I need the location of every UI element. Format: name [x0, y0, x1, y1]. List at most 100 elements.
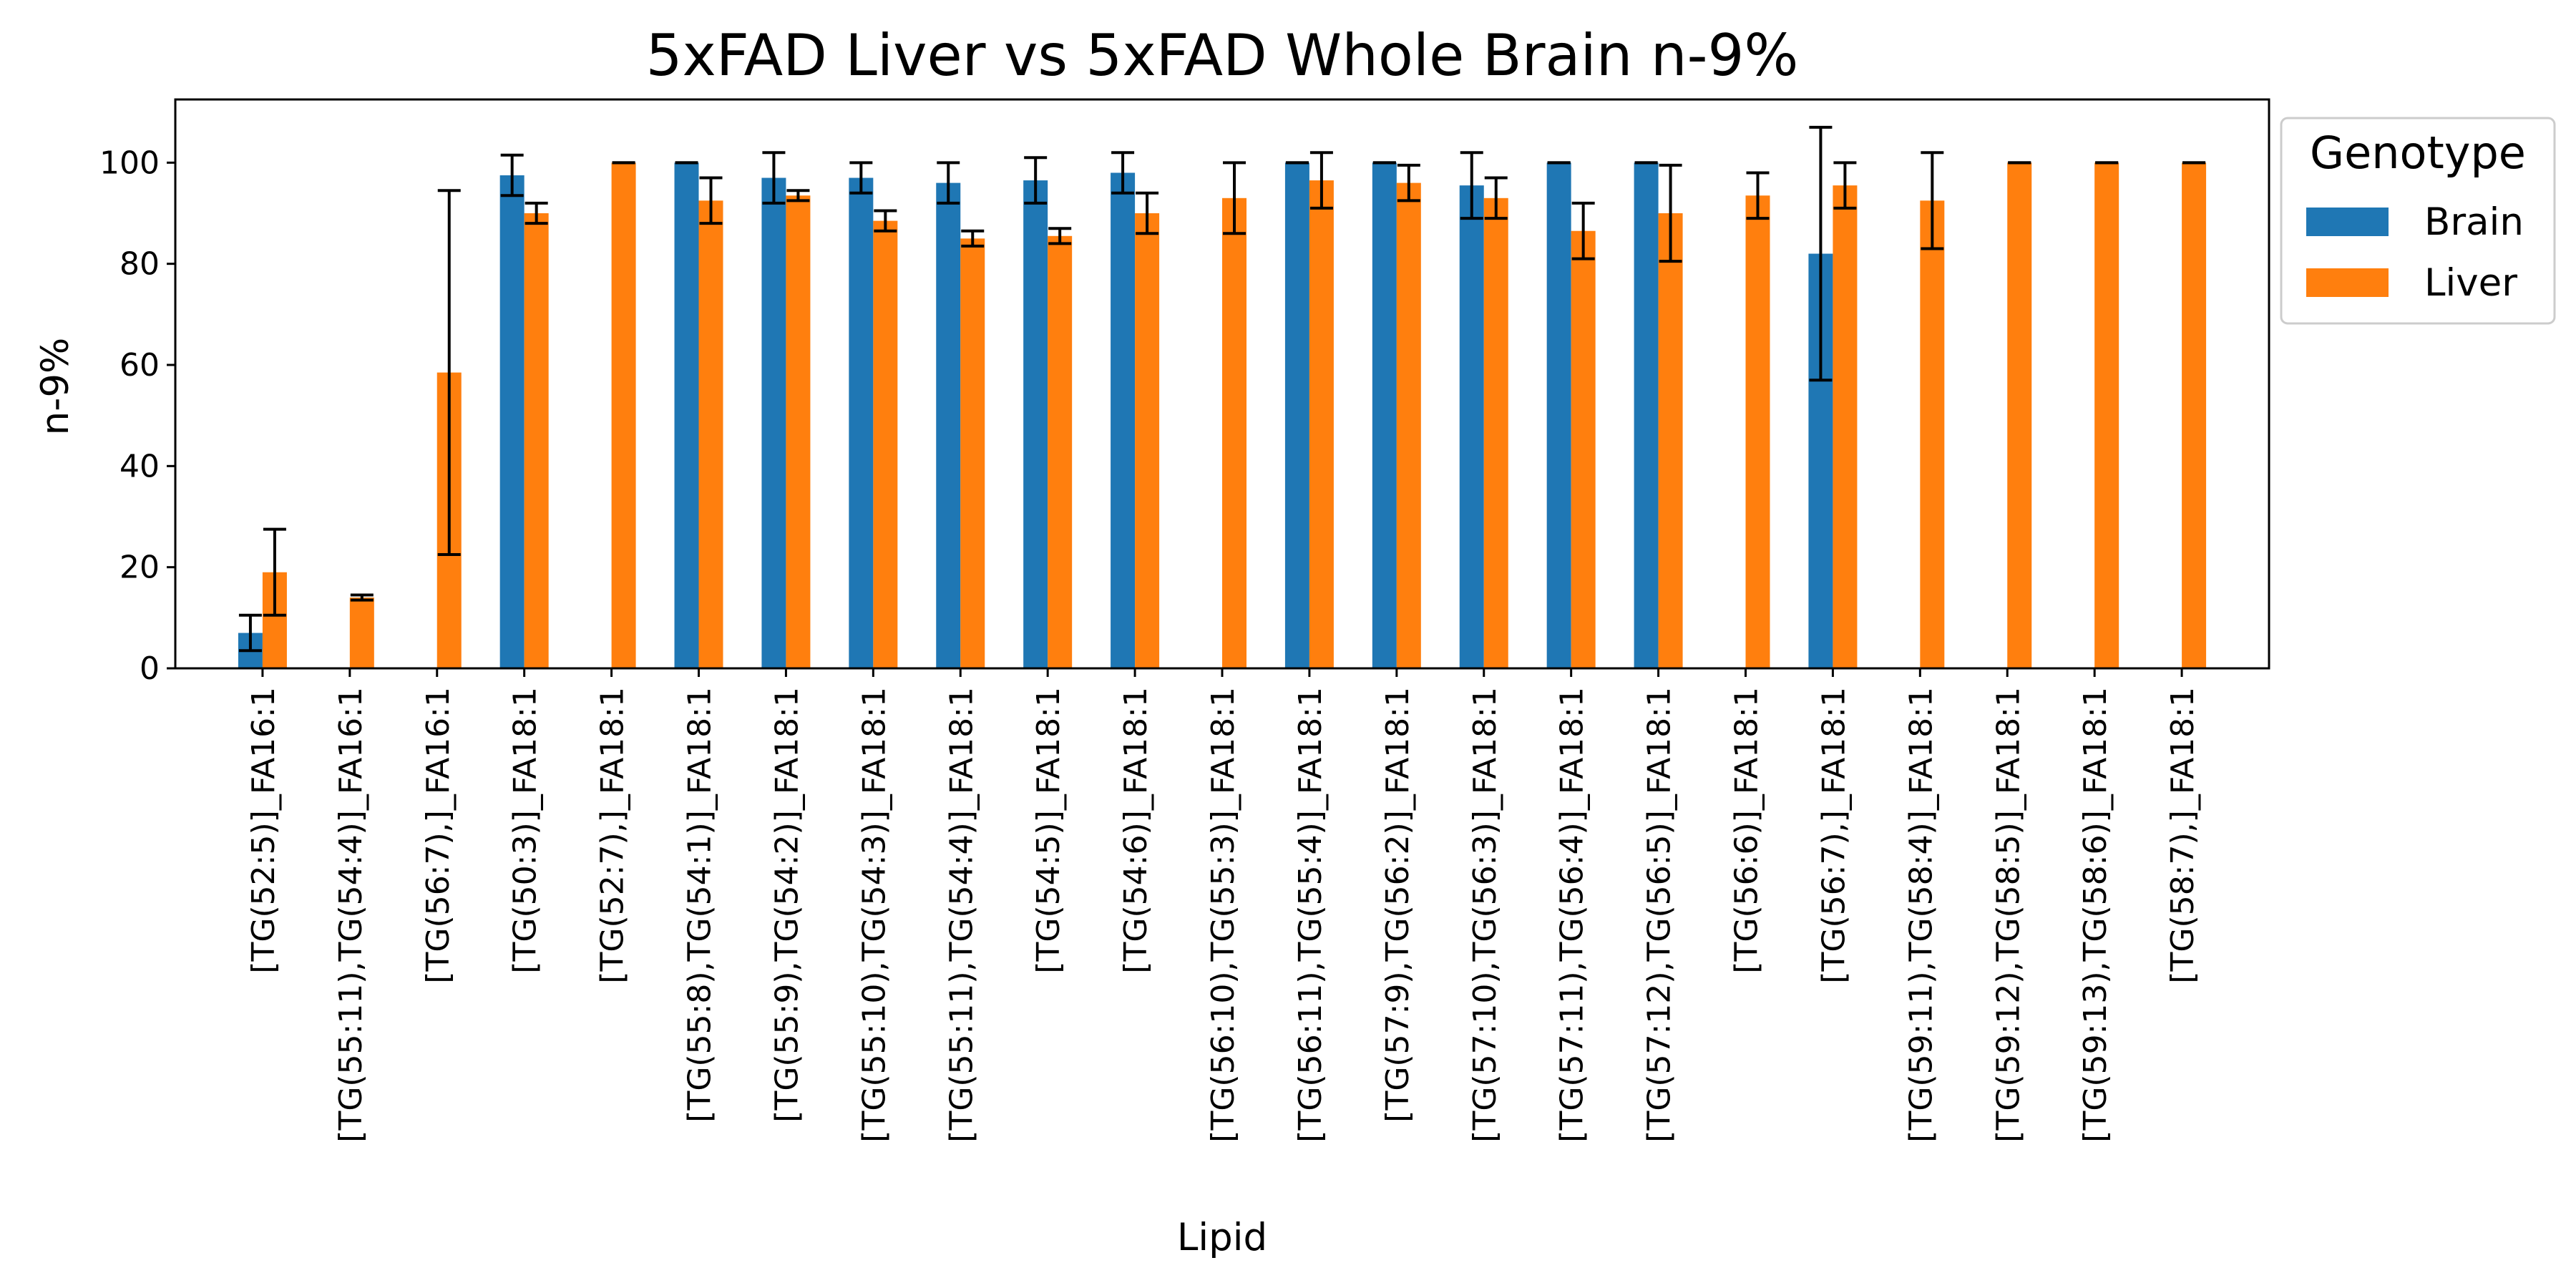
x-tick-label: [TG(52:5)]_FA16:1: [245, 687, 282, 974]
x-tick-label: [TG(56:10),TG(55:3)]_FA18:1: [1205, 687, 1241, 1143]
bar-liver-1: [349, 597, 374, 668]
error-bar-liver-3: [525, 201, 548, 225]
x-tick-label: [TG(59:12),TG(58:5)]_FA18:1: [1990, 687, 2026, 1143]
x-tick-label: [TG(56:7),]_FA16:1: [420, 687, 457, 984]
error-bar-liver-18: [1833, 161, 1857, 210]
x-tick-label: [TG(55:9),TG(54:2)]_FA18:1: [769, 687, 805, 1123]
error-bar-brain-10: [1111, 151, 1135, 195]
x-axis-label: Lipid: [1177, 1216, 1267, 1259]
bar-liver-8: [960, 238, 985, 668]
legend-label-brain: Brain: [2424, 200, 2524, 244]
bar-liver-19: [1920, 200, 1945, 668]
bars-layer: [238, 162, 2207, 669]
error-bar-liver-5: [699, 176, 723, 225]
bar-liver-7: [873, 220, 898, 669]
error-bar-liver-1: [350, 593, 374, 602]
error-bar-liver-11: [1223, 161, 1246, 235]
error-bar-brain-3: [500, 153, 524, 197]
x-tick-label: [TG(56:11),TG(55:4)]_FA18:1: [1292, 687, 1329, 1143]
bar-liver-17: [1745, 195, 1770, 668]
error-bar-liver-6: [786, 189, 810, 203]
bar-liver-13: [1396, 182, 1421, 669]
x-tick-label: [TG(58:7),]_FA18:1: [2165, 687, 2201, 984]
x-tick-label: [TG(57:12),TG(56:5)]_FA18:1: [1641, 687, 1678, 1143]
y-tick-label: 100: [99, 145, 160, 181]
x-tick-label: [TG(56:7),]_FA18:1: [1815, 687, 1852, 984]
bar-brain-15: [1546, 162, 1571, 669]
x-tick-label: [TG(57:9),TG(56:2)]_FA18:1: [1380, 687, 1416, 1123]
bar-brain-10: [1111, 172, 1136, 668]
legend-swatch-liver: [2306, 268, 2389, 297]
bar-brain-3: [499, 175, 525, 668]
x-tick-label: [TG(50:3)]_FA18:1: [507, 687, 544, 974]
error-bar-liver-2: [437, 189, 461, 556]
error-bar-liver-7: [874, 209, 897, 233]
legend-swatch-brain: [2306, 208, 2389, 236]
error-bar-brain-18: [1809, 125, 1833, 382]
error-bar-liver-12: [1309, 151, 1333, 210]
bar-liver-22: [2182, 162, 2207, 669]
bar-brain-8: [936, 182, 961, 669]
x-axis: [TG(52:5)]_FA16:1 [TG(55:11),TG(54:4)]_FA…: [245, 668, 2201, 1143]
bar-brain-5: [674, 162, 699, 669]
bar-liver-14: [1483, 197, 1508, 668]
bar-liver-6: [786, 195, 811, 668]
x-tick-label: [TG(54:6)]_FA18:1: [1118, 687, 1154, 974]
y-tick-label: 60: [119, 347, 160, 384]
bar-liver-4: [611, 162, 636, 669]
error-bar-brain-6: [762, 151, 786, 205]
legend-title: Genotype: [2310, 127, 2526, 179]
error-bar-brain-7: [849, 161, 873, 195]
error-bar-liver-16: [1659, 163, 1682, 263]
x-tick-label: [TG(57:10),TG(56:3)]_FA18:1: [1467, 687, 1503, 1143]
y-axis: 0 20 40 60 80 100: [99, 145, 175, 687]
bar-brain-14: [1459, 185, 1484, 669]
y-tick-label: 40: [119, 448, 160, 484]
error-bar-liver-17: [1746, 171, 1770, 220]
x-tick-label: [TG(57:11),TG(56:4)]_FA18:1: [1554, 687, 1591, 1143]
error-bar-liver-0: [263, 527, 286, 617]
bar-liver-9: [1048, 235, 1073, 668]
bar-brain-9: [1023, 180, 1048, 669]
bar-brain-7: [849, 177, 874, 669]
y-tick-label: 20: [119, 550, 160, 586]
error-bar-brain-0: [238, 613, 262, 653]
error-bar-liver-13: [1397, 163, 1420, 203]
bar-liver-10: [1135, 213, 1160, 668]
y-tick-label: 80: [119, 246, 160, 283]
bar-liver-18: [1833, 185, 1858, 669]
x-tick-label: [TG(54:5)]_FA18:1: [1030, 687, 1067, 974]
error-bar-liver-19: [1921, 151, 1944, 250]
x-tick-label: [TG(55:8),TG(54:1)]_FA18:1: [682, 687, 718, 1123]
legend: Genotype Brain Liver: [2280, 117, 2556, 325]
bar-liver-5: [698, 200, 723, 668]
bar-liver-20: [2007, 162, 2032, 669]
y-axis-label: n-9%: [34, 338, 77, 436]
error-bar-brain-8: [937, 161, 960, 205]
bar-liver-11: [1222, 197, 1246, 668]
bar-brain-16: [1634, 162, 1659, 669]
bar-liver-3: [524, 213, 549, 668]
error-bar-liver-14: [1484, 176, 1508, 220]
bar-brain-13: [1372, 162, 1397, 669]
error-bar-liver-15: [1571, 201, 1595, 260]
bar-liver-21: [2094, 162, 2119, 669]
error-bar-liver-9: [1048, 227, 1072, 245]
bar-brain-6: [761, 177, 786, 669]
x-tick-label: [TG(55:11),TG(54:4)]_FA16:1: [333, 687, 369, 1143]
x-tick-label: [TG(59:13),TG(58:6)]_FA18:1: [2077, 687, 2114, 1143]
error-bar-brain-14: [1460, 151, 1483, 220]
legend-label-liver: Liver: [2424, 261, 2517, 305]
x-tick-label: [TG(56:6)]_FA18:1: [1729, 687, 1765, 974]
error-bar-liver-8: [961, 229, 985, 248]
x-tick-label: [TG(55:11),TG(54:4)]_FA18:1: [943, 687, 980, 1143]
bar-liver-15: [1571, 230, 1596, 668]
x-tick-label: [TG(52:7),]_FA18:1: [595, 687, 631, 984]
chart-title: 5xFAD Liver vs 5xFAD Whole Brain n-9%: [646, 22, 1799, 89]
error-bar-brain-9: [1024, 156, 1048, 205]
bar-liver-16: [1658, 213, 1683, 668]
x-tick-label: [TG(59:11),TG(58:4)]_FA18:1: [1903, 687, 1939, 1143]
x-tick-label: [TG(55:10),TG(54:3)]_FA18:1: [856, 687, 892, 1143]
bar-liver-12: [1309, 180, 1334, 669]
